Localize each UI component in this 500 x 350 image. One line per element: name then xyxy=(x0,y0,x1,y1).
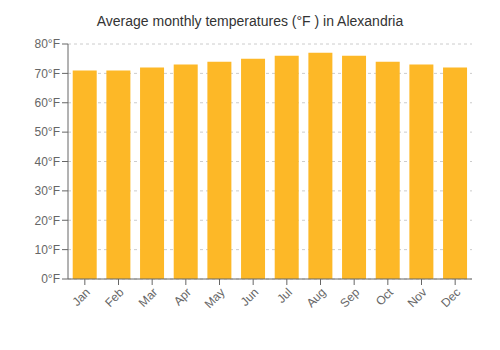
svg-text:Aug: Aug xyxy=(304,285,329,310)
svg-text:10°F: 10°F xyxy=(35,243,60,257)
svg-text:Jul: Jul xyxy=(274,285,295,306)
svg-text:40°F: 40°F xyxy=(35,155,60,169)
svg-text:Dec: Dec xyxy=(438,285,463,310)
svg-text:20°F: 20°F xyxy=(35,214,60,228)
svg-text:Jun: Jun xyxy=(238,285,262,309)
svg-text:60°F: 60°F xyxy=(35,96,60,110)
html-text:Average monthly temperatures (: Average monthly temperatures (°F ) in Al… xyxy=(96,13,404,29)
svg-text:May: May xyxy=(202,285,228,311)
svg-text:Jan: Jan xyxy=(69,285,93,309)
svg-text:Nov: Nov xyxy=(405,285,430,310)
svg-text:0°F: 0°F xyxy=(41,272,60,286)
svg-text:50°F: 50°F xyxy=(35,125,60,139)
svg-text:Oct: Oct xyxy=(373,285,397,309)
svg-text:30°F: 30°F xyxy=(35,184,60,198)
svg-text:70°F: 70°F xyxy=(35,67,60,81)
svg-text:80°F: 80°F xyxy=(35,37,60,51)
svg-text:Apr: Apr xyxy=(171,285,194,308)
svg-text:Mar: Mar xyxy=(136,285,161,310)
svg-text:Feb: Feb xyxy=(102,285,127,310)
svg-text:Sep: Sep xyxy=(337,285,362,310)
